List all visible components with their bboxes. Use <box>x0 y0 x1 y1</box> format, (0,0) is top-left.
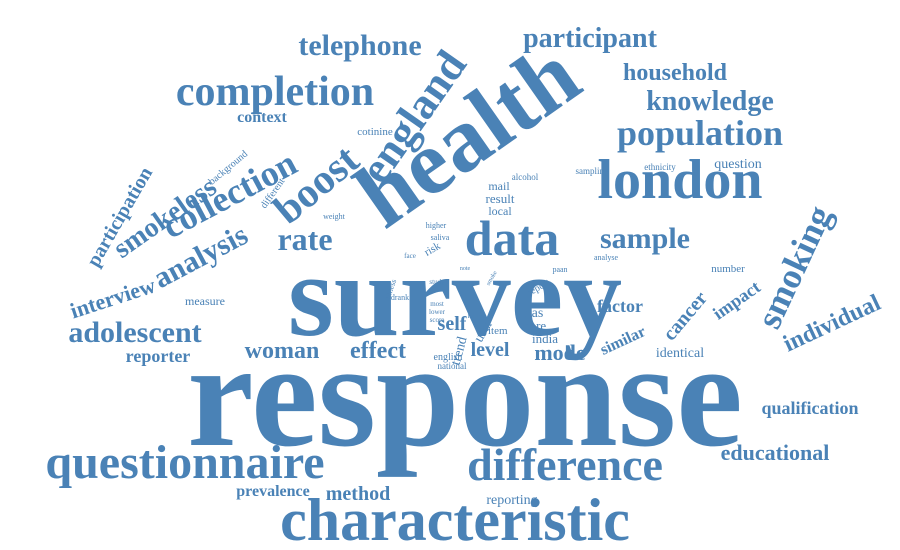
cloud-word-sample: sample <box>600 222 690 255</box>
cloud-word-reporting: reporting <box>486 493 537 508</box>
cloud-word-weight: weight <box>323 212 346 221</box>
cloud-word-study: study <box>429 278 445 286</box>
cloud-word-saliva: saliva <box>431 233 450 242</box>
cloud-word-method: method <box>326 483 390 505</box>
cloud-word-knowledge: knowledge <box>646 86 774 117</box>
cloud-word-paan: paan <box>552 265 567 274</box>
cloud-word-cotinine: cotinine <box>357 126 393 138</box>
cloud-word-local: local <box>488 204 512 218</box>
cloud-word-alcohol: alcohol <box>512 172 539 182</box>
cloud-word-telephone: telephone <box>298 29 421 62</box>
cloud-word-factor: factor <box>597 296 643 316</box>
cloud-word-data: data <box>465 210 559 266</box>
cloud-word-context: context <box>237 109 287 126</box>
cloud-word-identical: identical <box>656 346 704 361</box>
cloud-word-trend: trend <box>449 335 471 367</box>
cloud-word-mail: mail <box>488 179 510 193</box>
cloud-word-questionnaire: questionnaire <box>45 436 324 489</box>
cloud-word-response: response <box>187 312 743 478</box>
cloud-word-effect: effect <box>350 338 406 364</box>
cloud-word-participant: participant <box>523 23 657 54</box>
cloud-word-question: question <box>714 157 761 172</box>
cloud-word-lower: lower <box>429 308 446 316</box>
cloud-word-core: core <box>524 318 547 333</box>
cloud-word-sampling: sampling <box>576 166 609 176</box>
cloud-word-educational: educational <box>721 440 830 465</box>
cloud-word-score: score <box>430 316 445 324</box>
cloud-word-higher: higher <box>426 221 447 230</box>
cloud-word-more: more <box>468 312 482 320</box>
cloud-word-item: item <box>488 325 508 337</box>
cloud-word-measure: measure <box>185 294 225 308</box>
cloud-word-note: note <box>460 266 471 272</box>
cloud-word-survey: survey <box>288 230 622 361</box>
cloud-word-self: self <box>438 313 467 335</box>
cloud-word-characteristic: characteristic <box>280 487 630 550</box>
cloud-word-bias: bias <box>521 306 544 321</box>
cloud-word-drank: drank <box>391 293 409 302</box>
cloud-word-result: result <box>486 191 515 206</box>
cloud-word-national: national <box>438 361 467 371</box>
cloud-word-woman: woman <box>245 338 320 364</box>
cloud-word-mode: mode <box>534 340 586 365</box>
cloud-word-most: most <box>430 300 444 308</box>
cloud-word-rate: rate <box>277 221 332 257</box>
cloud-word-adolescent: adolescent <box>68 316 201 349</box>
cloud-word-qualification: qualification <box>761 398 858 418</box>
cloud-word-number: number <box>711 263 745 275</box>
cloud-word-difference: difference <box>467 439 663 490</box>
cloud-word-reporter: reporter <box>126 346 191 366</box>
cloud-word-population: population <box>617 113 783 153</box>
cloud-word-completion: completion <box>176 69 374 115</box>
cloud-word-english: english <box>434 352 463 363</box>
cloud-word-face: face <box>404 252 416 260</box>
cloud-word-analyse: analyse <box>594 253 618 262</box>
cloud-word-household: household <box>623 60 728 86</box>
cloud-word-level: level <box>471 339 510 361</box>
cloud-word-ethnicity: ethnicity <box>644 162 676 172</box>
cloud-word-india: india <box>532 331 558 346</box>
cloud-word-london: london <box>598 149 763 211</box>
cloud-word-prevalence: prevalence <box>236 483 309 500</box>
